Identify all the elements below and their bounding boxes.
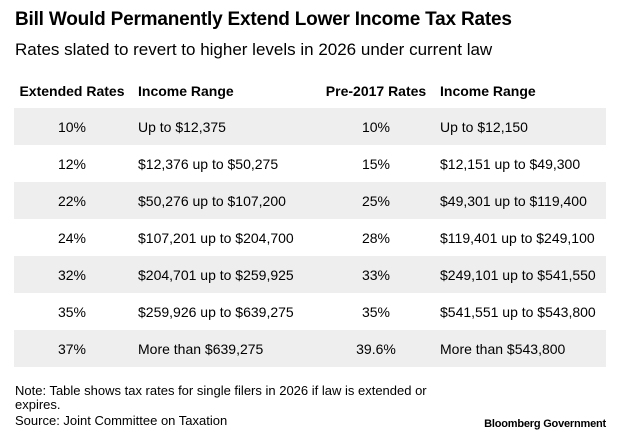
extended-rate-cell: 37% <box>57 340 87 357</box>
pre-2017-income-range-cell: More than $543,800 <box>440 340 566 357</box>
pre-2017-rate-cell: 15% <box>361 155 391 172</box>
extended-income-range-cell: $50,276 up to $107,200 <box>138 192 286 209</box>
extended-rate-cell: 32% <box>57 266 87 283</box>
extended-rate-cell: 12% <box>57 155 87 172</box>
chart-title: Bill Would Permanently Extend Lower Inco… <box>15 9 512 30</box>
table-note: Note: Table shows tax rates for single f… <box>15 383 427 412</box>
pre-2017-rate-cell: 10% <box>361 118 391 135</box>
source-line: Source: Joint Committee on Taxation <box>15 413 228 428</box>
extended-rate-cell: 35% <box>57 303 87 320</box>
pre-2017-rate-cell: 33% <box>361 266 391 283</box>
table-row: 35% $259,926 up to $639,275 35% $541,551 up… <box>14 293 606 330</box>
pre-2017-income-range-cell: $49,301 up to $119,400 <box>440 192 587 209</box>
pre-2017-rate-cell: 35% <box>361 303 391 320</box>
extended-income-range-cell: $204,701 up to $259,925 <box>138 266 294 283</box>
table-row: 32% $204,701 up to $259,925 33% $249,101 up… <box>14 256 606 293</box>
table-body: 10% Up to $12,375 10% Up to $12,150 12% $12,3… <box>14 108 606 367</box>
table-row: 12% $12,376 up to $50,275 15% $12,151 up to… <box>14 145 606 182</box>
pre-2017-income-range-cell: $119,401 up to $249,100 <box>440 229 595 246</box>
extended-income-range-cell: Up to $12,375 <box>138 118 226 135</box>
table-row: 37% More than $639,275 39.6% More than $543… <box>14 330 606 367</box>
header-extended-rates: Extended Rates <box>19 83 125 99</box>
chart-subtitle: Rates slated to revert to higher levels … <box>15 40 493 59</box>
extended-rate-cell: 24% <box>57 229 87 246</box>
tax-rate-table: Extended Rates Income Range Pre-2017 Rat… <box>14 74 606 367</box>
extended-income-range-cell: $107,201 up to $204,700 <box>138 229 294 246</box>
brand-logo: Bloomberg Government <box>484 418 606 430</box>
extended-income-range-cell: $259,926 up to $639,275 <box>138 303 294 320</box>
pre-2017-income-range-cell: $541,551 up to $543,800 <box>440 303 596 320</box>
pre-2017-rate-cell: 25% <box>361 192 391 209</box>
header-income-range-pre-2017: Income Range <box>440 83 536 99</box>
extended-rate-cell: 10% <box>57 118 87 135</box>
table-header-row: Extended Rates Income Range Pre-2017 Rat… <box>14 74 606 108</box>
pre-2017-rate-cell: 28% <box>361 229 391 246</box>
header-pre-2017-rates: Pre-2017 Rates <box>325 83 427 99</box>
pre-2017-income-range-cell: Up to $12,150 <box>440 118 528 135</box>
extended-rate-cell: 22% <box>57 192 87 209</box>
pre-2017-income-range-cell: $249,101 up to $541,550 <box>440 266 596 283</box>
pre-2017-rate-cell: 39.6% <box>356 340 396 357</box>
header-income-range-extended: Income Range <box>138 83 234 99</box>
extended-income-range-cell: More than $639,275 <box>138 340 264 357</box>
extended-income-range-cell: $12,376 up to $50,275 <box>138 155 279 172</box>
table-row: 10% Up to $12,375 10% Up to $12,150 <box>14 108 606 145</box>
pre-2017-income-range-cell: $12,151 up to $49,300 <box>440 155 581 172</box>
table-row: 24% $107,201 up to $204,700 28% $119,401 up… <box>14 219 606 256</box>
table-row: 22% $50,276 up to $107,200 25% $49,301 up t… <box>14 182 606 219</box>
